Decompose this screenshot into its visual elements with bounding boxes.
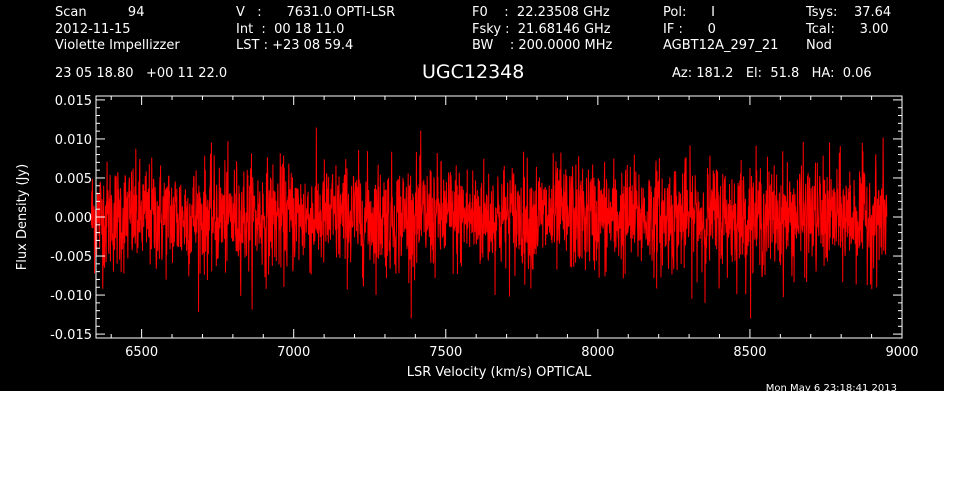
rest-frequency-label: F0 : 22.23508 GHz bbox=[472, 5, 610, 20]
x-tick-label: 6500 bbox=[125, 345, 158, 360]
x-axis-label: LSR Velocity (km/s) OPTICAL bbox=[407, 365, 592, 380]
polarization-label: Pol: I bbox=[663, 5, 715, 20]
y-tick-label: 0.000 bbox=[55, 211, 92, 226]
azimuth-elevation-label: Az: 181.2 El: 51.8 HA: 0.06 bbox=[672, 66, 872, 81]
y-tick-label: 0.015 bbox=[55, 94, 92, 109]
spectrum-chart: 6500 7000 7500 8000 8500 9000 -0.015 -0.010 -0.0… bbox=[15, 94, 919, 391]
tsys-label: Tsys: 37.64 bbox=[806, 5, 892, 20]
spectrum-series bbox=[90, 127, 888, 319]
integration-label: Int : 00 18 11.0 bbox=[236, 22, 345, 37]
mode-label: Nod bbox=[806, 38, 832, 53]
y-tick-label: 0.010 bbox=[55, 133, 92, 148]
x-tick-label: 7500 bbox=[429, 345, 462, 360]
velocity-label: V : 7631.0 OPTI-LSR bbox=[236, 5, 396, 20]
observer-label: Violette Impellizzer bbox=[55, 38, 180, 53]
flux-series-line bbox=[90, 127, 888, 319]
y-tick-label: -0.005 bbox=[50, 250, 92, 265]
plot-panel: Scan 94 2012-11-15 Violette Impellizzer … bbox=[0, 0, 944, 391]
x-tick-label: 8000 bbox=[581, 345, 614, 360]
project-label: AGBT12A_297_21 bbox=[663, 38, 779, 53]
axis-ticks: 6500 7000 7500 8000 8500 9000 -0.015 -0.010 -0.0… bbox=[50, 94, 918, 360]
timestamp-label: Mon May 6 23:18:41 2013 bbox=[766, 383, 897, 391]
sky-frequency-label: Fsky : 21.68146 GHz bbox=[472, 22, 611, 37]
chart-title: UGC12348 bbox=[422, 61, 525, 83]
lst-label: LST : +23 08 59.4 bbox=[236, 38, 354, 53]
x-tick-label: 8500 bbox=[733, 345, 766, 360]
y-axis-label: Flux Density (Jy) bbox=[15, 164, 30, 270]
scan-label: Scan 94 bbox=[55, 5, 145, 20]
y-tick-label: -0.015 bbox=[50, 328, 92, 343]
if-label: IF : 0 bbox=[663, 22, 716, 37]
tcal-label: Tcal: 3.00 bbox=[806, 22, 889, 37]
date-label: 2012-11-15 bbox=[55, 22, 131, 37]
bandwidth-label: BW : 200.0000 MHz bbox=[472, 38, 613, 53]
x-tick-label: 9000 bbox=[885, 345, 918, 360]
x-tick-label: 7000 bbox=[277, 345, 310, 360]
y-tick-label: 0.005 bbox=[55, 172, 92, 187]
source-coordinates: 23 05 18.80 +00 11 22.0 bbox=[55, 66, 228, 81]
y-tick-label: -0.010 bbox=[50, 289, 92, 304]
